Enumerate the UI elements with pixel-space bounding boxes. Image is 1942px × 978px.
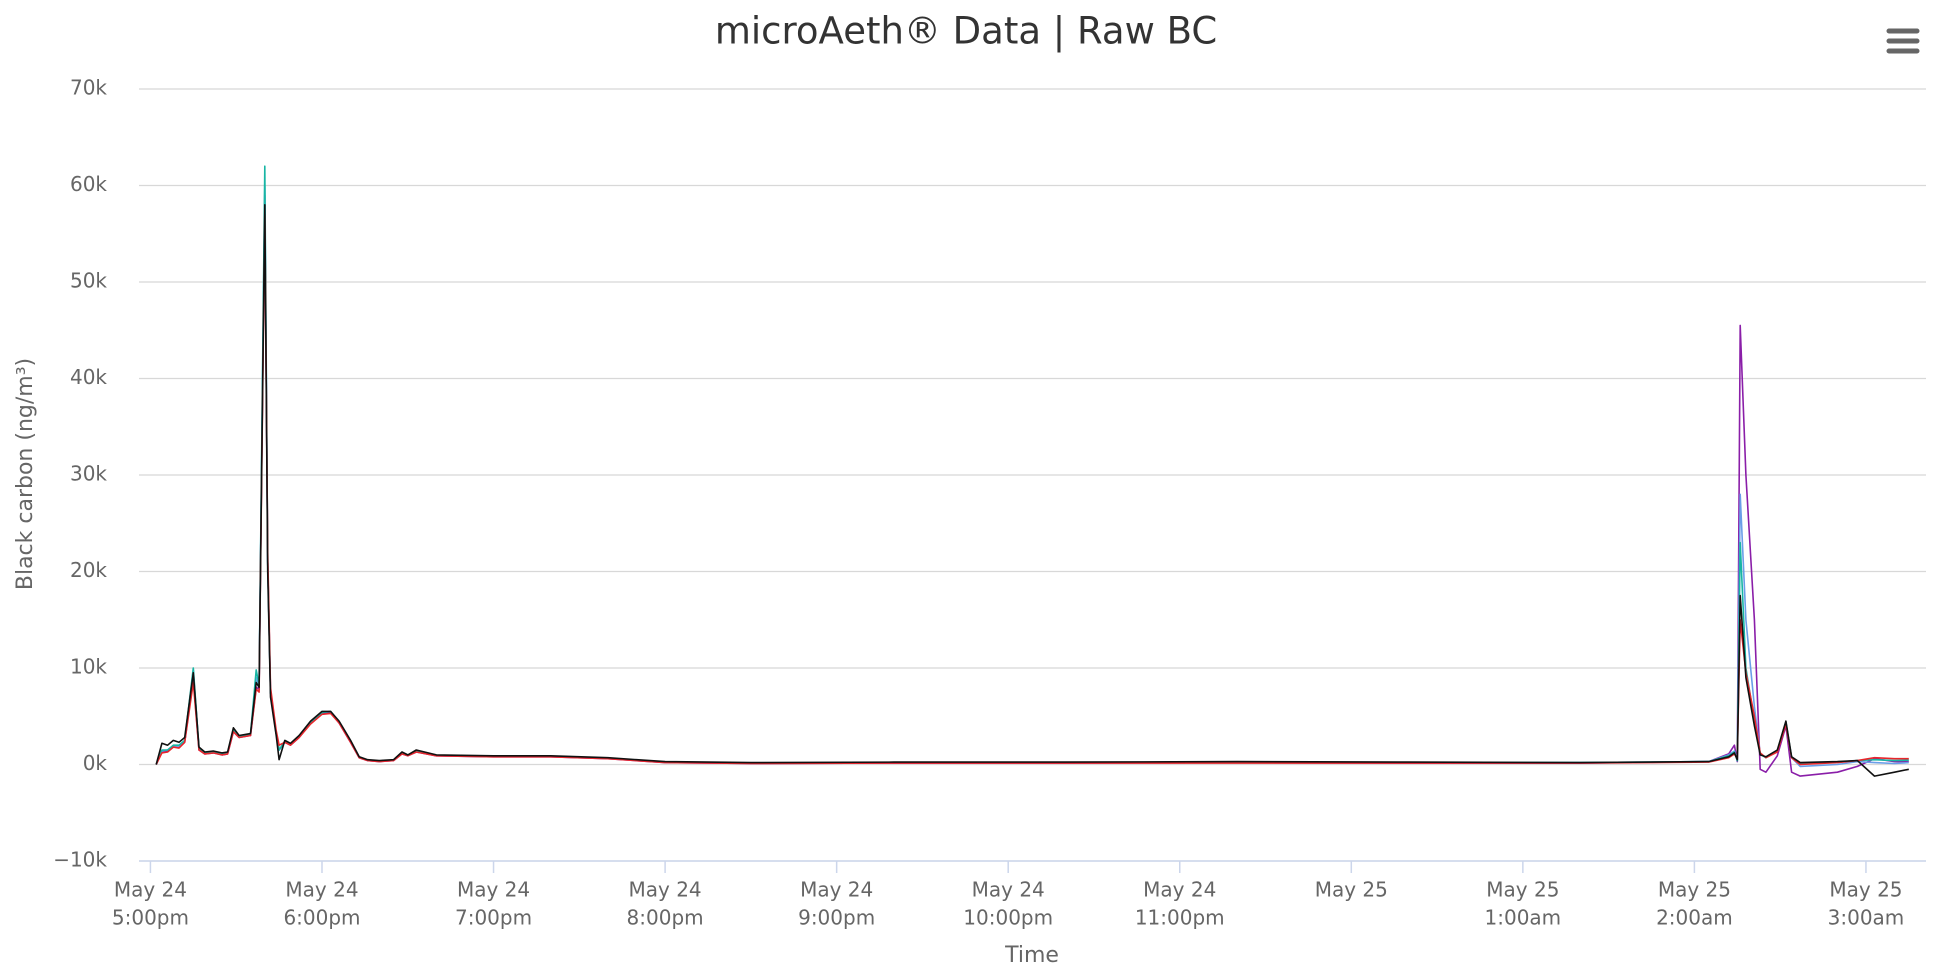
y-tick-label: 10k bbox=[70, 655, 107, 679]
menu-icon[interactable] bbox=[1886, 28, 1920, 54]
x-tick-label: 8:00pm bbox=[627, 906, 704, 930]
y-tick-label: 30k bbox=[70, 462, 107, 486]
x-tick-label: 7:00pm bbox=[455, 906, 532, 930]
series-line bbox=[155, 165, 1909, 765]
x-tick-label: 3:00am bbox=[1828, 906, 1905, 930]
chart-title: microAeth® Data | Raw BC bbox=[715, 10, 1217, 53]
x-tick-label: May 25 bbox=[1658, 878, 1731, 902]
y-tick-label: 40k bbox=[70, 365, 107, 389]
y-tick-label: 70k bbox=[70, 76, 107, 100]
series-line bbox=[155, 213, 1909, 766]
y-tick-label: −10k bbox=[53, 848, 107, 872]
x-tick-label: May 24 bbox=[114, 878, 187, 902]
x-tick-label: May 25 bbox=[1486, 878, 1559, 902]
x-tick-label: May 24 bbox=[800, 878, 873, 902]
y-tick-label: 0k bbox=[83, 751, 108, 775]
x-tick-label: 9:00pm bbox=[798, 906, 875, 930]
y-tick-label: 60k bbox=[70, 172, 107, 196]
y-tick-label: 50k bbox=[70, 269, 107, 293]
x-tick-label: May 24 bbox=[285, 878, 358, 902]
x-tick-label: 2:00am bbox=[1656, 906, 1733, 930]
x-tick-label: 6:00pm bbox=[283, 906, 360, 930]
menu-button[interactable] bbox=[1885, 26, 1921, 58]
x-tick-label: 1:00am bbox=[1485, 906, 1562, 930]
y-axis-title: Black carbon (ng/m³) bbox=[13, 358, 38, 590]
x-tick-label: May 24 bbox=[972, 878, 1045, 902]
x-tick-label: May 25 bbox=[1315, 878, 1388, 902]
x-tick-label: May 24 bbox=[457, 878, 530, 902]
x-tick-label: May 24 bbox=[629, 878, 702, 902]
series-line bbox=[155, 204, 1909, 777]
x-tick-label: 10:00pm bbox=[963, 906, 1053, 930]
x-tick-label: 11:00pm bbox=[1135, 906, 1225, 930]
x-tick-label: May 25 bbox=[1829, 878, 1902, 902]
series-line bbox=[155, 184, 1909, 768]
x-tick-label: 5:00pm bbox=[112, 906, 189, 930]
x-tick-label: May 24 bbox=[1143, 878, 1216, 902]
x-axis-title: Time bbox=[1004, 943, 1059, 968]
y-tick-label: 20k bbox=[70, 558, 107, 582]
